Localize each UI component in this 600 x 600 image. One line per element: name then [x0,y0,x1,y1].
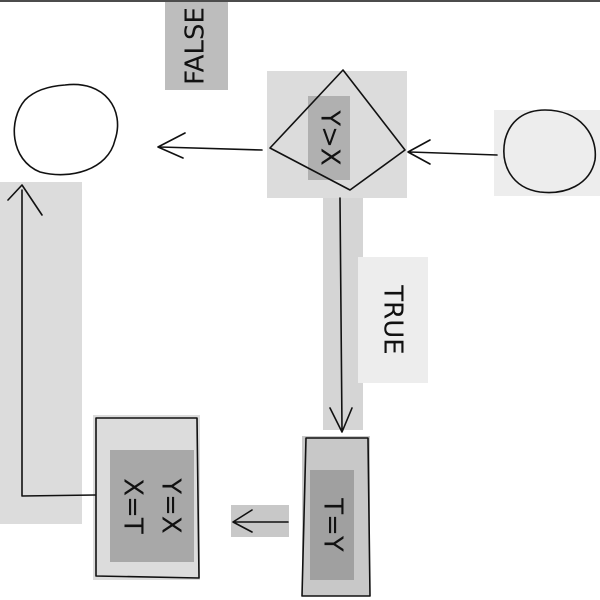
arrow [407,139,498,165]
arrow [157,132,263,159]
arrow [329,197,353,433]
edge-highlight [231,505,289,537]
arrow [7,184,96,497]
start-circle [503,109,597,194]
process-box [95,417,200,579]
edge-label: TRUE [378,284,408,354]
edge-highlight [0,182,82,524]
node-label: X=T [118,478,148,534]
process-box [301,437,371,597]
label-highlight [110,450,194,562]
edge-highlight [323,198,363,430]
node-label: Y>X [315,109,345,165]
decision-diamond [269,69,406,191]
edge-label: FALSE [181,7,211,85]
arrow [232,509,289,533]
label-highlight [165,2,228,90]
label-highlight [310,470,354,580]
node-highlight [494,110,600,196]
end-circle [13,83,119,176]
node-label: T=Y [318,497,348,552]
label-highlight [358,257,428,383]
label-highlight [308,96,350,180]
node-label: Y=X [156,477,186,533]
